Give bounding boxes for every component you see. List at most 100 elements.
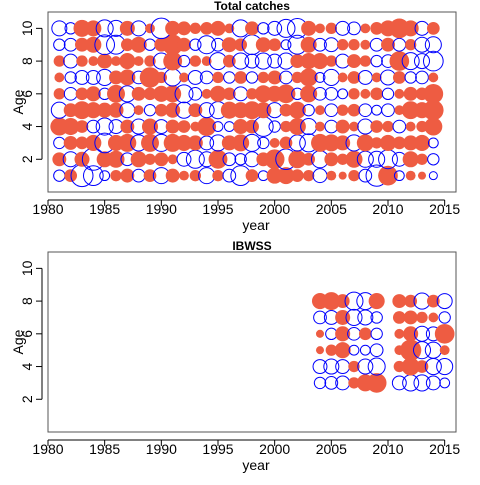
bubble-positive [154,103,168,117]
bubble-positive [403,86,418,101]
bubble-positive [300,36,317,53]
bubble-positive [85,20,102,37]
bubble-positive [254,85,272,103]
bubble-positive [175,134,193,151]
bubble-positive [133,56,144,67]
bubble-negative [413,374,431,392]
panel-total-catches: Total catches 1980 1985 1990 1995 2000 2005 201… [10,0,460,233]
bubble-positive [370,120,384,133]
bubble-negative [415,70,429,85]
bubble-positive [404,294,418,308]
bubble-positive [54,72,65,83]
bubble-positive [325,22,338,35]
bubble-negative [99,170,111,182]
bubble-positive [120,38,134,52]
bubble-positive [143,87,157,101]
bubble-positive [111,56,121,67]
bubble-positive [417,171,427,180]
x-tick-label: 2005 [316,201,347,217]
bubble-negative [422,50,444,72]
bubble-negative [381,87,395,100]
bubble-positive [189,22,202,35]
bubble-negative [401,52,420,71]
bubble-positive [337,72,348,83]
bubble-negative [335,20,351,36]
bubble-positive [221,37,237,53]
bubble-negative [424,36,442,54]
y-tick-label: 2 [19,155,35,163]
bubble-positive [378,165,398,186]
bubble-positive [315,121,325,132]
bubble-negative [359,344,371,356]
bubble-positive [349,121,359,132]
bubble-positive [177,120,191,133]
bubble-positive [75,87,89,101]
bubble-negative [323,358,340,375]
bubble-positive [85,36,102,53]
bubble-positive [423,99,444,121]
bubble-negative [357,358,374,375]
bubble-positive [110,169,122,182]
bubble-positive [119,69,136,86]
bubble-positive [85,86,101,102]
bubble-negative [393,170,405,182]
bubble-positive [360,88,371,99]
x-tick-label: 1980 [32,441,63,457]
chart-title: Total catches [214,0,290,13]
bubble-positive [164,85,182,103]
bubble-positive [394,88,405,99]
bubble-negative [176,151,192,167]
bubble-positive [288,150,307,169]
bubble-positive [302,169,315,182]
bubble-positive [389,18,410,39]
bubble-positive [177,21,191,36]
bubble-negative [188,86,203,101]
x-tick-label: 2010 [372,441,403,457]
bubble-positive [119,53,136,70]
bubble-positive [428,312,439,323]
bubble-positive [52,152,67,167]
bubble-negative [324,86,339,101]
bubble-negative [313,376,327,390]
bubble-positive [322,134,340,152]
bubble-negative [302,104,315,117]
bubble-positive [315,23,325,34]
bubble-positive [315,105,325,116]
y-tick-label: 6 [19,330,35,338]
bubble-negative [347,21,361,36]
bubble-positive [334,342,351,359]
bubble-negative [234,153,247,166]
bubble-positive [279,103,293,117]
x-tick-label: 1990 [146,441,177,457]
bubble-negative [370,327,383,340]
bubble-positive [315,329,325,338]
bubble-negative [95,19,114,38]
bubble-negative [427,137,439,149]
bubble-positive [255,102,272,119]
bubble-positive [325,344,338,356]
bubble-positive [370,22,384,35]
bubble-positive [290,169,304,182]
bubble-negative [370,311,383,324]
bubble-positive [370,87,384,101]
y-axis-label: Age [10,89,26,114]
x-tick-label: 1990 [146,201,177,217]
bubble-positive [416,311,428,324]
bubble-negative [254,52,272,70]
bubble-negative [438,311,451,324]
bubble-positive [382,120,394,133]
bubble-positive [290,54,305,69]
bubble-negative [313,37,327,52]
bubble-positive [311,53,329,70]
chart-title: IBWSS [232,239,271,253]
y-tick-label: 8 [19,297,35,305]
bubble-positive [360,23,371,34]
bubble-positive [75,120,89,133]
bubble-positive [212,169,224,182]
x-tick-label: 1980 [32,201,63,217]
bubble-positive [119,20,135,36]
bubble-negative [413,53,431,70]
bubble-negative [324,103,339,118]
bubble-negative [53,169,66,182]
bubble-positive [347,54,361,69]
